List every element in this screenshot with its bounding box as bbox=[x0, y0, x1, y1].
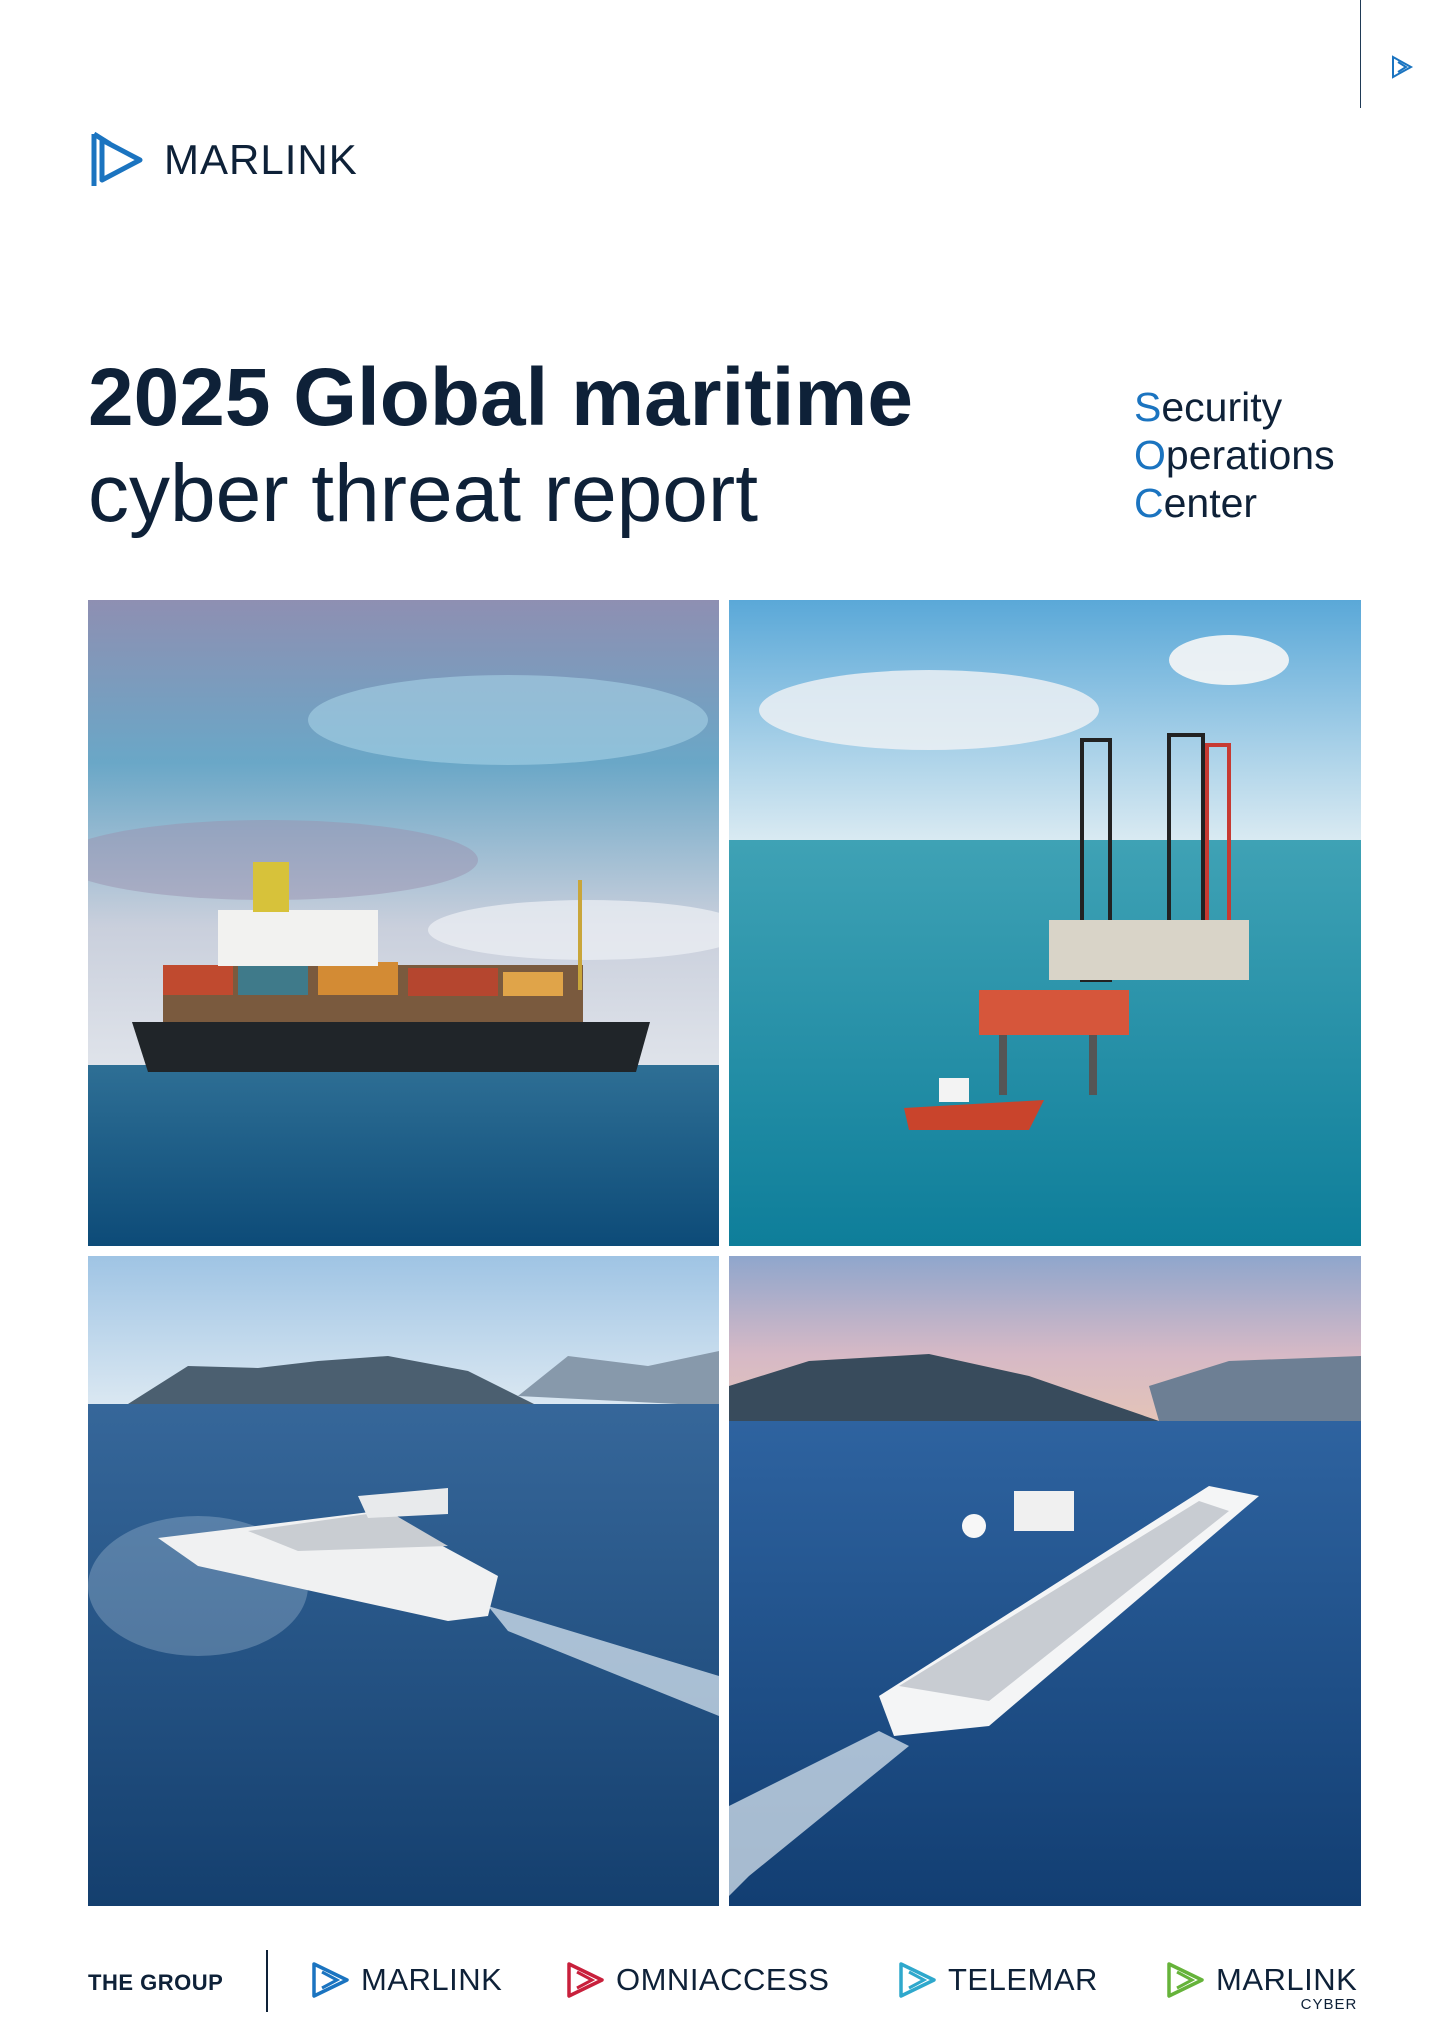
photo-cruise-ship bbox=[729, 1256, 1361, 1906]
brand-marlink[interactable]: MARLINK bbox=[309, 1958, 502, 2002]
logo-text: MARLINK bbox=[164, 136, 358, 183]
photo-offshore-oil-rig bbox=[729, 600, 1361, 1246]
brand-name-omniaccess: OMNIACCESS bbox=[616, 1962, 830, 1997]
soc-label: Security Operations Center bbox=[1134, 383, 1335, 527]
footer-group-bar: THE GROUP MARLINK OMNIACCESS TELEMAR MAR… bbox=[88, 1950, 1361, 2016]
soc-line-center: Center bbox=[1134, 480, 1258, 526]
soc-line-security: Security bbox=[1134, 384, 1283, 430]
brand-marlink-cyber[interactable]: MARLINK CYBER bbox=[1164, 1958, 1358, 2013]
brand-telemar[interactable]: TELEMAR bbox=[896, 1958, 1098, 2002]
marlink-play-icon bbox=[1392, 55, 1414, 79]
photo-container-ship bbox=[88, 600, 719, 1246]
brand-name-marlink: MARLINK bbox=[361, 1962, 503, 1997]
marlink-brand-icon bbox=[312, 1962, 349, 1998]
title-line-1: 2025 Global maritime bbox=[88, 352, 913, 443]
photo-motor-yacht bbox=[88, 1256, 719, 1906]
title-line-2: cyber threat report bbox=[88, 448, 758, 539]
group-label: THE GROUP bbox=[88, 1970, 224, 1995]
brand-omniaccess[interactable]: OMNIACCESS bbox=[564, 1958, 829, 2002]
omniaccess-brand-icon bbox=[567, 1962, 604, 1998]
marlink-cyber-brand-icon bbox=[1167, 1962, 1204, 1998]
soc-line-operations: Operations bbox=[1134, 432, 1335, 478]
footer-divider bbox=[266, 1950, 268, 2012]
brand-name-marlink-cyber: MARLINK bbox=[1216, 1962, 1358, 1997]
marlink-logo[interactable]: MARLINK bbox=[88, 130, 358, 190]
brand-name-telemar: TELEMAR bbox=[948, 1962, 1098, 1997]
brand-sub-cyber: CYBER bbox=[1300, 1996, 1358, 2013]
telemar-brand-icon bbox=[899, 1962, 936, 1998]
marlink-logo-icon bbox=[91, 131, 143, 186]
corner-divider bbox=[1360, 0, 1361, 108]
report-title: 2025 Global maritime cyber threat report bbox=[88, 350, 913, 542]
brand-marlink-cyber-text: MARLINK CYBER bbox=[1216, 1962, 1358, 2013]
